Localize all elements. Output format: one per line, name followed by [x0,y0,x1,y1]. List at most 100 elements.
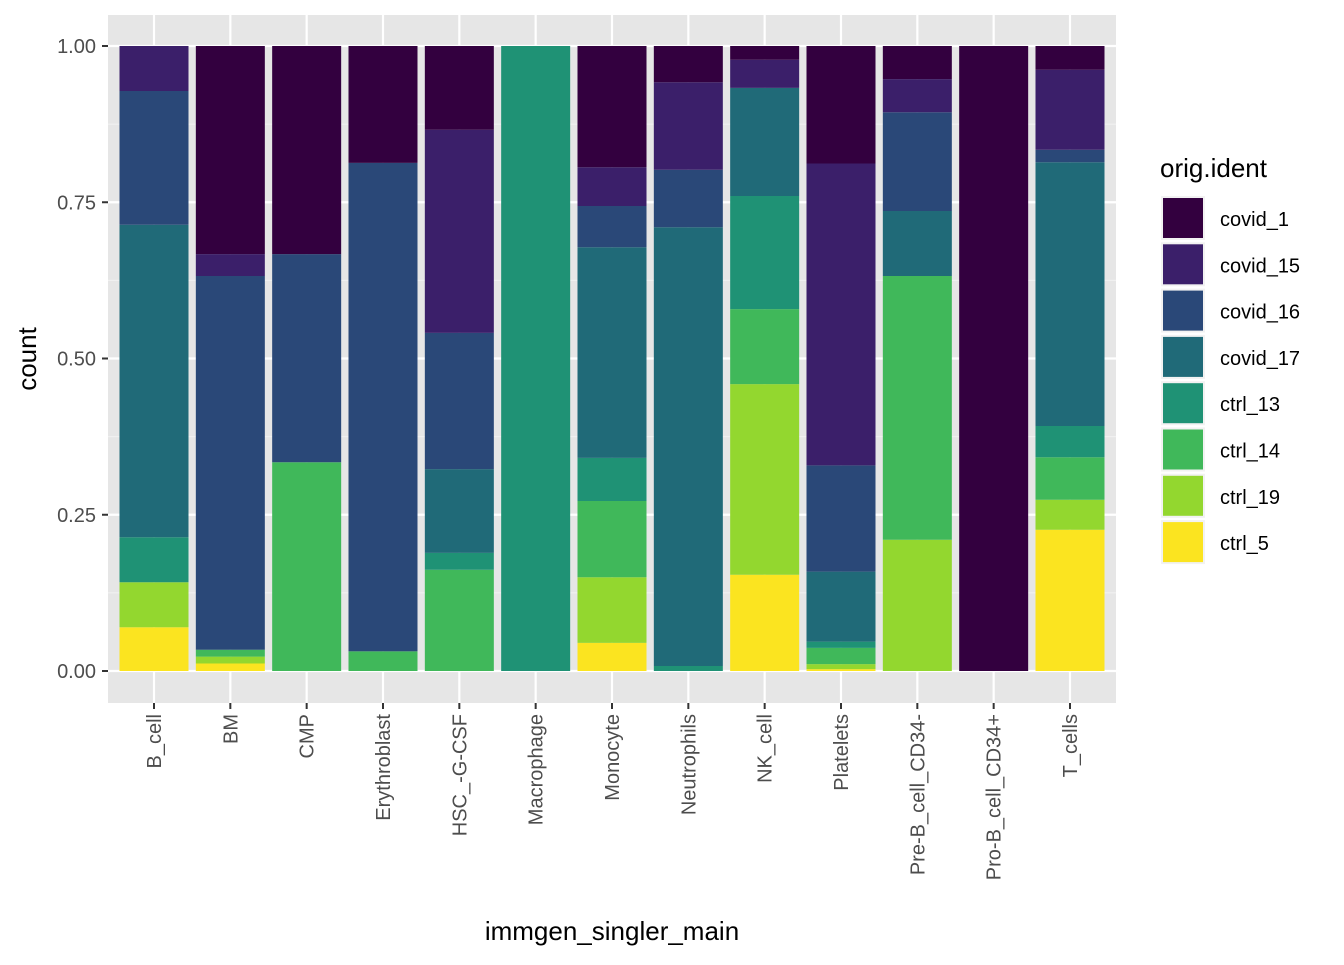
legend-label: ctrl_5 [1220,533,1269,555]
bar-segment-covid_16 [882,112,952,211]
bar-segment-covid_1 [730,46,800,60]
legend-swatch-covid_17 [1163,336,1203,377]
bar-segment-ctrl_5 [806,669,876,671]
bar-segment-ctrl_19 [577,577,647,643]
bar-segment-covid_16 [1035,149,1105,163]
bar-segment-ctrl_19 [730,384,800,575]
x-tick-label: Pre-B_cell_CD34- [907,714,929,875]
bar-segment-covid_15 [119,46,189,91]
bar-segment-covid_1 [959,46,1029,671]
x-tick-label: Neutrophils [678,714,700,815]
bar-segment-covid_1 [348,46,418,163]
legend-label: covid_1 [1220,209,1289,231]
bar-segment-covid_17 [424,469,494,553]
bar-segment-covid_17 [653,227,723,666]
y-tick-label: 0.75 [57,192,96,214]
legend-swatch-ctrl_13 [1163,383,1203,424]
bar-segment-ctrl_13 [806,641,876,648]
bar-segment-covid_15 [882,79,952,113]
bar-segment-ctrl_14 [882,276,952,540]
bar-segment-ctrl_14 [1035,457,1105,500]
bar-segment-ctrl_13 [653,666,723,671]
x-tick-label: NK_cell [755,714,777,783]
x-tick-label: Monocyte [602,714,624,801]
x-axis-title: immgen_singler_main [485,916,739,946]
x-tick-label: Erythroblast [373,714,395,821]
bar-segment-ctrl_14 [806,647,876,665]
bar-segment-covid_1 [806,46,876,164]
bar-segment-covid_17 [806,571,876,642]
y-axis-title: count [12,326,42,390]
legend-swatch-covid_1 [1163,198,1203,238]
bar-segment-covid_1 [1035,46,1105,70]
bar-segment-covid_16 [119,91,189,225]
x-tick-label: Macrophage [526,714,548,825]
x-tick-label: HSC_-G-CSF [449,714,471,836]
bar-segment-covid_16 [653,169,723,228]
bar-segment-covid_15 [1035,69,1105,150]
bar-segment-covid_15 [653,82,723,170]
bar-segment-ctrl_13 [424,552,494,570]
legend-swatch-covid_15 [1163,244,1203,285]
bar-segment-covid_16 [195,276,265,650]
bar-segment-ctrl_13 [119,537,189,583]
y-tick-label: 1.00 [57,36,96,58]
bar-segment-ctrl_13 [1035,426,1105,458]
x-tick-label: CMP [297,714,319,758]
bar-segment-covid_16 [424,332,494,470]
bar-segment-covid_16 [806,465,876,572]
bar-segment-covid_1 [882,46,952,80]
bar-segment-covid_17 [119,224,189,538]
y-tick-label: 0.00 [57,661,96,683]
bar-segment-ctrl_19 [1035,499,1105,530]
bar-segment-ctrl_19 [882,539,952,671]
bar-segment-ctrl_14 [424,569,494,671]
bar-segment-covid_17 [577,247,647,458]
y-tick-label: 0.25 [57,505,96,527]
legend-swatch-covid_16 [1163,290,1203,331]
x-tick-label: B_cell [144,714,166,768]
legend-label: ctrl_19 [1220,487,1280,509]
bar-segment-covid_1 [577,46,647,168]
legend-title: orig.ident [1160,153,1268,183]
x-tick-label: Pro-B_cell_CD34+ [984,714,1006,880]
x-tick-label: T_cells [1060,714,1082,777]
bar-segment-ctrl_14 [730,309,800,385]
bar-segment-covid_15 [730,59,800,88]
bar-segment-ctrl_5 [577,642,647,671]
bar-segment-ctrl_5 [195,663,265,671]
legend-label: covid_16 [1220,302,1300,324]
bar-segment-covid_15 [424,129,494,333]
bar-segment-covid_1 [195,46,265,255]
bar-segment-covid_16 [348,162,418,652]
bar-segment-ctrl_14 [272,462,342,671]
y-tick-label: 0.50 [57,349,96,371]
bar-segment-ctrl_19 [806,664,876,670]
legend-swatch-ctrl_5 [1163,522,1203,563]
bar-segment-ctrl_5 [119,627,189,671]
bar-segment-ctrl_13 [501,46,571,671]
legend-label: covid_17 [1220,348,1300,370]
bar-segment-ctrl_13 [577,457,647,501]
bar-segment-covid_1 [272,46,342,255]
bar-segment-ctrl_5 [1035,529,1105,671]
bar-segment-ctrl_14 [577,501,647,578]
bar-segment-covid_17 [1035,162,1105,426]
bar-segment-covid_16 [272,254,342,463]
legend-label: ctrl_13 [1220,394,1280,416]
bar-segment-covid_1 [424,46,494,130]
legend-label: covid_15 [1220,255,1300,277]
legend-label: ctrl_14 [1220,441,1280,463]
bar-segment-ctrl_5 [730,574,800,671]
bar-segment-ctrl_14 [195,649,265,657]
bar-segment-covid_15 [806,163,876,466]
x-tick-label: BM [220,714,242,744]
bar-segment-covid_16 [577,206,647,248]
bar-segment-covid_1 [653,46,723,83]
bar-segment-covid_15 [195,254,265,276]
bar-segment-covid_15 [577,167,647,206]
bar-segment-ctrl_19 [119,582,189,628]
x-tick-label: Platelets [831,714,853,791]
bar-segment-ctrl_19 [195,656,265,664]
bar-segment-covid_17 [882,211,952,276]
